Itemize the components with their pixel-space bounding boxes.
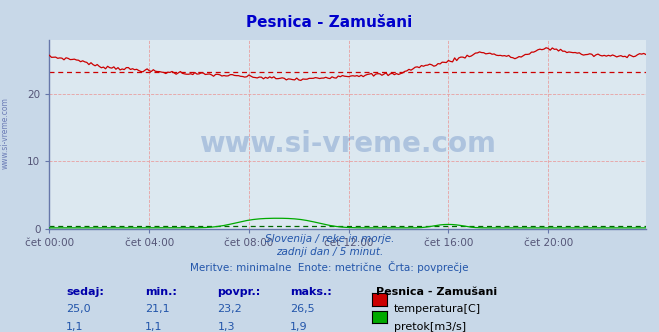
Text: www.si-vreme.com: www.si-vreme.com <box>1 97 10 169</box>
Text: 1,1: 1,1 <box>145 322 163 332</box>
Text: 25,0: 25,0 <box>66 304 90 314</box>
Text: Pesnica - Zamušani: Pesnica - Zamušani <box>246 15 413 30</box>
Text: Pesnica - Zamušani: Pesnica - Zamušani <box>376 287 497 297</box>
Text: Slovenija / reke in morje.: Slovenija / reke in morje. <box>265 234 394 244</box>
Text: sedaj:: sedaj: <box>66 287 103 297</box>
Text: 1,3: 1,3 <box>217 322 235 332</box>
Text: 23,2: 23,2 <box>217 304 243 314</box>
Text: Meritve: minimalne  Enote: metrične  Črta: povprečje: Meritve: minimalne Enote: metrične Črta:… <box>190 261 469 273</box>
Text: 1,1: 1,1 <box>66 322 84 332</box>
Text: 26,5: 26,5 <box>290 304 314 314</box>
Text: min.:: min.: <box>145 287 177 297</box>
Text: www.si-vreme.com: www.si-vreme.com <box>199 130 496 158</box>
Text: zadnji dan / 5 minut.: zadnji dan / 5 minut. <box>276 247 383 257</box>
Text: maks.:: maks.: <box>290 287 331 297</box>
Text: pretok[m3/s]: pretok[m3/s] <box>394 322 466 332</box>
Text: 21,1: 21,1 <box>145 304 169 314</box>
Text: 1,9: 1,9 <box>290 322 308 332</box>
Text: povpr.:: povpr.: <box>217 287 261 297</box>
Text: temperatura[C]: temperatura[C] <box>394 304 481 314</box>
